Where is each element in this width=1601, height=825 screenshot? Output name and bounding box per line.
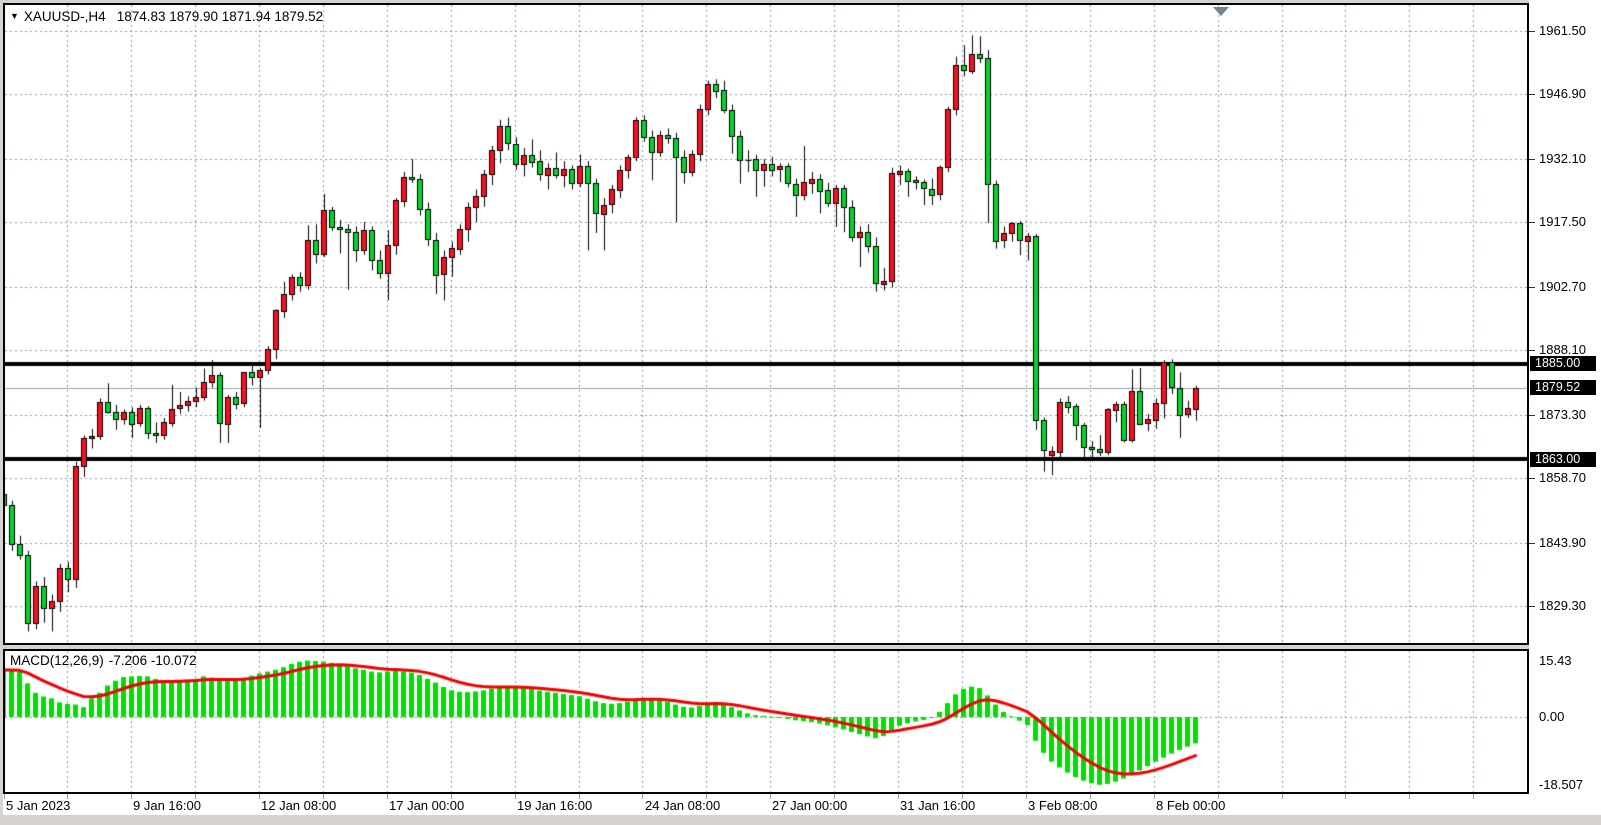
- symbol-dropdown-icon[interactable]: ▼: [10, 11, 19, 21]
- price-tick-label: 1917.50: [1539, 214, 1586, 229]
- macd-values: -7.206 -10.072: [108, 653, 197, 668]
- time-tick: [1090, 794, 1091, 799]
- chart-shift-marker-icon[interactable]: [1213, 7, 1229, 16]
- price-tick: [1529, 606, 1535, 607]
- window-bottom-strip: [0, 815, 1601, 825]
- price-tick: [1529, 478, 1535, 479]
- time-tick: [1026, 794, 1027, 799]
- price-tick-label: 1843.90: [1539, 535, 1586, 550]
- macd-scale-label: -18.507: [1539, 777, 1584, 792]
- time-tick: [1154, 794, 1155, 799]
- time-tick: [1473, 794, 1474, 799]
- bid-price-badge: 1879.52: [1530, 380, 1596, 395]
- macd-pane[interactable]: MACD(12,26,9) -7.206 -10.072: [3, 649, 1529, 794]
- price-tick-label: 1858.70: [1539, 470, 1586, 485]
- time-label: 8 Feb 00:00: [1156, 798, 1226, 813]
- level-price-badge: 1863.00: [1530, 452, 1596, 467]
- macd-scale-label: 0.00: [1539, 709, 1565, 724]
- time-label: 12 Jan 08:00: [261, 798, 337, 813]
- chart-title: ▼ XAUUSD-,H4 1874.83 1879.90 1871.94 1879.…: [10, 9, 323, 24]
- time-label: 24 Jan 08:00: [645, 798, 721, 813]
- macd-canvas[interactable]: [5, 651, 1527, 792]
- time-tick: [1345, 794, 1346, 799]
- time-tick: [1409, 794, 1410, 799]
- time-tick: [1218, 794, 1219, 799]
- price-tick-label: 1873.30: [1539, 407, 1586, 422]
- price-tick-label: 1961.50: [1539, 23, 1586, 38]
- level-price-badge: 1885.00: [1530, 356, 1596, 371]
- price-tick-label: 1829.30: [1539, 598, 1586, 613]
- time-tick: [962, 794, 963, 799]
- time-tick: [706, 794, 707, 799]
- price-tick: [1529, 222, 1535, 223]
- time-tick: [195, 794, 196, 799]
- price-chart-pane[interactable]: ▼ XAUUSD-,H4 1874.83 1879.90 1871.94 1879.…: [3, 3, 1529, 645]
- time-tick: [642, 794, 643, 799]
- price-tick-label: 1946.90: [1539, 86, 1586, 101]
- time-tick: [579, 794, 580, 799]
- time-tick: [770, 794, 771, 799]
- time-tick: [387, 794, 388, 799]
- time-label: 17 Jan 00:00: [389, 798, 465, 813]
- price-chart-canvas[interactable]: [5, 5, 1527, 643]
- price-tick-label: 1932.10: [1539, 151, 1586, 166]
- time-tick: [131, 794, 132, 799]
- ohlc-readout: 1874.83 1879.90 1871.94 1879.52: [116, 9, 324, 24]
- time-tick: [259, 794, 260, 799]
- time-label: 3 Feb 08:00: [1028, 798, 1098, 813]
- time-tick: [898, 794, 899, 799]
- time-label: 31 Jan 16:00: [900, 798, 976, 813]
- macd-title: MACD(12,26,9) -7.206 -10.072: [10, 653, 197, 668]
- time-tick: [451, 794, 452, 799]
- time-tick: [4, 794, 5, 799]
- time-tick: [834, 794, 835, 799]
- price-tick: [1529, 31, 1535, 32]
- time-tick: [67, 794, 68, 799]
- time-label: 9 Jan 16:00: [133, 798, 201, 813]
- time-tick: [323, 794, 324, 799]
- price-axis[interactable]: 1961.50 1946.90 1932.10 1917.50 1902.70 1888.…: [1529, 0, 1601, 815]
- price-tick: [1529, 350, 1535, 351]
- price-tick-label: 1888.10: [1539, 342, 1586, 357]
- time-label: 5 Jan 2023: [6, 798, 71, 813]
- macd-scale-label: 15.43: [1539, 653, 1572, 668]
- time-tick: [1282, 794, 1283, 799]
- time-tick: [515, 794, 516, 799]
- time-label: 19 Jan 16:00: [517, 798, 593, 813]
- price-tick: [1529, 94, 1535, 95]
- time-axis[interactable]: 5 Jan 2023 9 Jan 16:00 12 Jan 08:00 17 Jan …: [3, 794, 1529, 815]
- symbol-timeframe-label: XAUUSD-,H4: [23, 9, 106, 24]
- macd-label: MACD(12,26,9): [10, 653, 104, 668]
- price-tick: [1529, 415, 1535, 416]
- price-tick: [1529, 159, 1535, 160]
- price-tick: [1529, 543, 1535, 544]
- price-tick-label: 1902.70: [1539, 279, 1586, 294]
- price-tick: [1529, 287, 1535, 288]
- time-label: 27 Jan 00:00: [772, 798, 848, 813]
